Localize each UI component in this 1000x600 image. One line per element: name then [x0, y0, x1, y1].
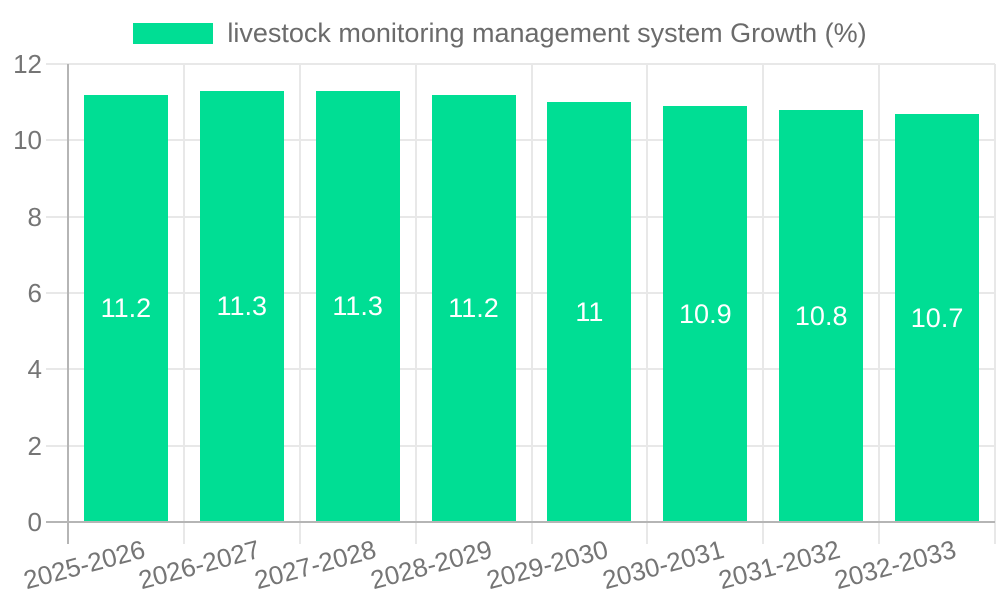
grid-line-horizontal: [46, 444, 995, 447]
legend-item[interactable]: livestock monitoring management system G…: [133, 18, 867, 49]
grid-line-vertical: [530, 64, 533, 544]
grid-line-horizontal: [46, 368, 995, 371]
y-tick-label: 4: [27, 354, 42, 385]
x-tick-label: 2028-2029: [367, 534, 496, 596]
chart-legend: livestock monitoring management system G…: [0, 18, 1000, 49]
bar[interactable]: [779, 109, 864, 522]
y-axis-line: [67, 64, 69, 544]
grid-line-horizontal: [46, 292, 995, 294]
bar[interactable]: [547, 102, 632, 522]
bar[interactable]: [199, 90, 284, 522]
grid-line-vertical: [646, 64, 649, 544]
bar-value-label: 11.2: [100, 293, 152, 324]
y-tick-label: 8: [27, 201, 42, 232]
x-axis-line: [46, 521, 995, 523]
bar-value-label: 10.8: [794, 300, 848, 331]
bar[interactable]: [431, 94, 516, 522]
bar-value-label: 11.3: [216, 291, 268, 322]
legend-label: livestock monitoring management system G…: [227, 18, 867, 48]
legend-swatch: [133, 23, 214, 44]
grid-line-horizontal: [46, 139, 995, 142]
bar[interactable]: [315, 90, 400, 522]
grid-line-vertical: [182, 64, 185, 544]
y-tick-label: 12: [13, 49, 42, 79]
x-tick-label: 2032-2033: [830, 534, 959, 596]
x-tick-label: 2027-2028: [251, 534, 380, 596]
grid-line-vertical: [298, 64, 301, 544]
bar-value-label: 11.2: [448, 293, 499, 324]
x-tick-label: 2026-2027: [135, 534, 264, 596]
bar-value-label: 11: [575, 297, 604, 328]
bar[interactable]: [663, 105, 748, 522]
y-tick-label: 10: [13, 125, 42, 156]
x-tick-label: 2031-2032: [715, 534, 843, 596]
y-tick-label: 0: [27, 507, 42, 537]
y-tick-label: 6: [27, 278, 42, 308]
bar-value-label: 11.3: [332, 291, 383, 322]
bar[interactable]: [83, 94, 168, 522]
y-tick-label: 2: [27, 430, 42, 461]
bar-value-label: 10.9: [679, 298, 732, 329]
x-tick-label: 2030-2031: [599, 534, 728, 596]
bar[interactable]: [895, 113, 980, 522]
grid-line-vertical: [994, 64, 996, 544]
x-tick-label: 2029-2030: [483, 534, 612, 596]
grid-line-vertical: [878, 64, 881, 544]
grid-line-vertical: [414, 64, 417, 544]
grid-line-horizontal: [46, 215, 995, 218]
x-tick-label: 2025-2026: [19, 534, 148, 596]
grid-line-horizontal: [46, 63, 995, 65]
grid-line-vertical: [762, 64, 765, 544]
bar-value-label: 10.7: [910, 302, 964, 333]
